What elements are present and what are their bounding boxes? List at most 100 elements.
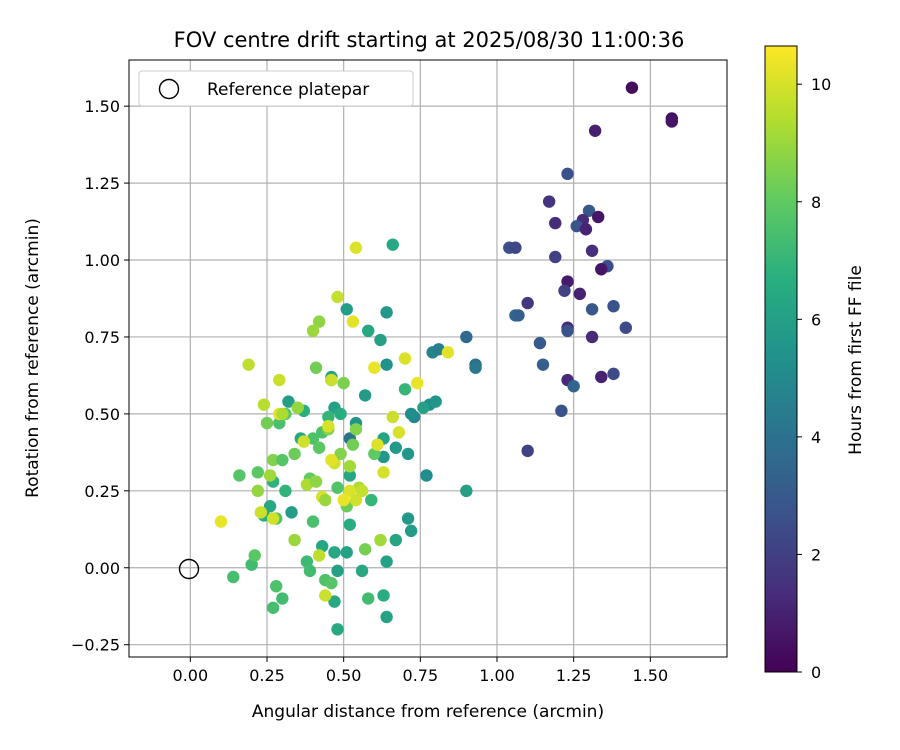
x-tick-label: 1.25 [556, 666, 592, 685]
data-point [619, 321, 632, 334]
y-axis-label: Rotation from reference (arcmin) [23, 218, 43, 498]
y-tick-label: 1.00 [84, 251, 120, 270]
data-point [288, 533, 301, 547]
x-axis-ticks: 0.00 0.25 0.50 0.75 1.00 1.25 1.50 [173, 657, 669, 685]
data-point [429, 395, 442, 408]
legend: Reference platepar [138, 70, 414, 107]
data-point [291, 401, 304, 414]
data-point [325, 576, 338, 590]
data-point [558, 284, 571, 297]
x-tick-label: 0.75 [403, 666, 439, 685]
data-point [242, 358, 255, 371]
data-point [328, 595, 341, 608]
data-point [303, 564, 317, 578]
data-point [389, 441, 402, 454]
data-point [322, 410, 335, 424]
data-point [595, 263, 608, 276]
data-point [417, 401, 430, 414]
data-point [371, 438, 384, 451]
data-point [509, 241, 522, 254]
colorbar-tick-label: 10 [811, 75, 831, 94]
colorbar-tick-label: 0 [811, 663, 821, 682]
grid [129, 60, 727, 657]
y-tick-label: 0.25 [84, 482, 120, 501]
data-point [392, 426, 406, 439]
x-tick-label: 1.50 [633, 666, 669, 685]
data-point [582, 204, 596, 217]
data-point [588, 124, 602, 137]
data-point [346, 315, 360, 328]
data-point [319, 589, 332, 602]
data-point [607, 299, 620, 313]
data-point [331, 290, 344, 304]
data-point [343, 460, 356, 473]
data-point [288, 447, 301, 461]
data-point [362, 592, 375, 605]
data-point [312, 549, 326, 562]
y-axis-ticks: −0.25 0.00 0.25 0.50 0.75 1.00 1.25 1.50 [71, 97, 129, 655]
data-point [555, 404, 568, 418]
data-point [401, 512, 415, 525]
x-tick-label: 0.00 [173, 666, 209, 685]
data-point [573, 287, 586, 301]
data-point [334, 447, 347, 461]
data-point [358, 543, 372, 556]
data-point [337, 376, 350, 390]
data-point [349, 241, 363, 254]
colorbar-tick-label: 2 [811, 545, 821, 564]
data-point [592, 210, 605, 224]
data-point [549, 250, 562, 264]
data-point [343, 518, 356, 531]
data-point [279, 484, 292, 498]
x-tick-label: 0.50 [326, 666, 362, 685]
data-point [266, 512, 280, 525]
x-axis-label: Angular distance from reference (arcmin) [252, 702, 604, 722]
colorbar-tick-label: 4 [811, 428, 821, 447]
data-point [227, 570, 240, 584]
data-point [331, 564, 344, 578]
data-point [386, 410, 399, 424]
data-point [349, 493, 363, 507]
data-point [251, 484, 264, 498]
data-point [401, 447, 415, 461]
data-point [251, 466, 264, 479]
data-point [404, 524, 418, 538]
data-point [266, 453, 280, 467]
data-point [233, 469, 246, 482]
data-point [595, 370, 608, 384]
data-point [380, 555, 393, 568]
data-point [389, 533, 402, 547]
data-point [325, 373, 338, 387]
data-point [254, 506, 268, 519]
data-point [521, 296, 534, 310]
data-point [374, 333, 387, 347]
data-point [257, 398, 271, 411]
data-point [585, 244, 599, 257]
data-point [404, 407, 418, 421]
data-point [585, 330, 599, 344]
data-point [536, 358, 550, 371]
data-point [368, 361, 381, 374]
data-point [276, 453, 289, 467]
data-point [374, 533, 387, 547]
data-point [625, 81, 639, 94]
data-point [214, 515, 228, 528]
x-tick-label: 1.00 [479, 666, 515, 685]
data-point [561, 167, 574, 181]
data-point [263, 469, 277, 482]
data-point [340, 546, 353, 559]
y-tick-label: 1.25 [84, 174, 120, 193]
data-point [460, 330, 473, 344]
data-point [282, 395, 295, 408]
data-point [309, 361, 323, 374]
data-point [533, 336, 547, 350]
colorbar-gradient [764, 45, 798, 673]
data-point [270, 580, 283, 593]
data-point [346, 438, 360, 451]
data-point [512, 309, 525, 322]
colorbar-tick-label: 6 [811, 310, 821, 329]
y-tick-label: −0.25 [71, 636, 120, 655]
colorbar-label: Hours from first FF file [846, 265, 866, 455]
reference-marker [178, 558, 200, 580]
